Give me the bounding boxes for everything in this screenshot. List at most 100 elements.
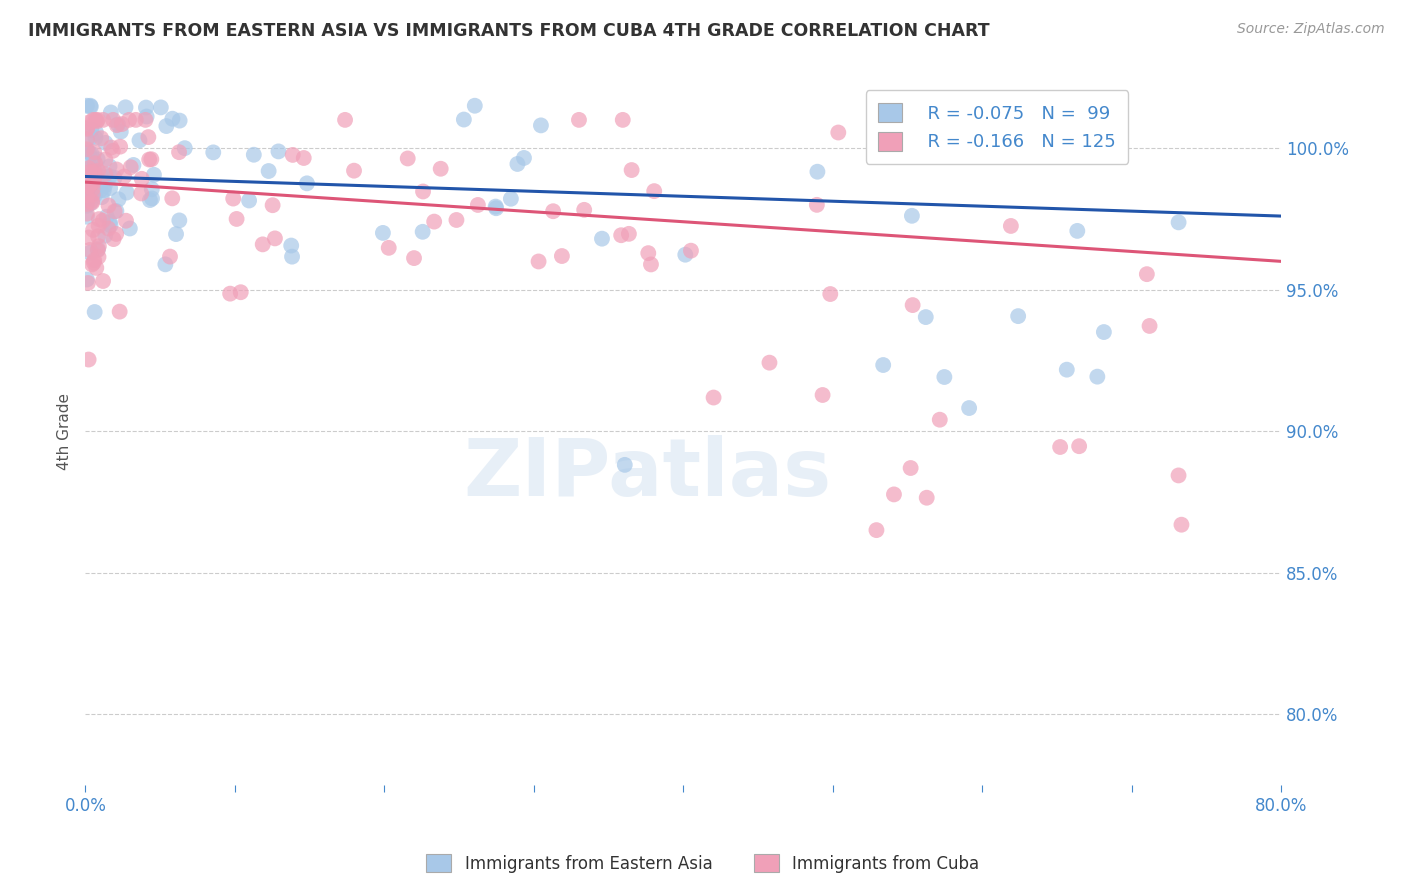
Point	[613, 458, 636, 472]
Point	[591, 232, 613, 246]
Point	[1139, 318, 1161, 333]
Point	[82, 223, 104, 237]
Point	[84, 164, 107, 178]
Point	[103, 232, 125, 246]
Point	[485, 201, 508, 215]
Point	[76, 188, 98, 202]
Point	[343, 163, 366, 178]
Point	[84, 156, 107, 170]
Point	[640, 257, 662, 271]
Point	[90, 190, 112, 204]
Point	[82, 153, 104, 167]
Text: ZIPatlas: ZIPatlas	[463, 434, 831, 513]
Point	[107, 117, 129, 131]
Point	[637, 246, 659, 260]
Point	[872, 358, 894, 372]
Point	[141, 182, 163, 196]
Point	[551, 249, 574, 263]
Point	[87, 242, 110, 256]
Point	[827, 126, 849, 140]
Point	[125, 112, 148, 127]
Point	[135, 101, 157, 115]
Point	[129, 186, 152, 201]
Point	[122, 158, 145, 172]
Point	[222, 192, 245, 206]
Point	[80, 130, 103, 145]
Point	[84, 125, 107, 139]
Point	[118, 112, 141, 127]
Point	[162, 112, 184, 126]
Point	[77, 179, 100, 194]
Point	[131, 171, 153, 186]
Point	[530, 119, 553, 133]
Point	[568, 112, 591, 127]
Point	[76, 197, 98, 211]
Point	[267, 145, 290, 159]
Point	[202, 145, 225, 160]
Point	[90, 169, 112, 184]
Point	[82, 195, 104, 210]
Point	[934, 370, 956, 384]
Point	[79, 115, 101, 129]
Point	[76, 121, 98, 136]
Point	[82, 187, 104, 202]
Point	[76, 194, 98, 209]
Point	[94, 153, 117, 167]
Point	[572, 202, 595, 217]
Point	[82, 182, 104, 196]
Point	[100, 105, 122, 120]
Point	[295, 177, 318, 191]
Point	[135, 110, 157, 124]
Point	[115, 213, 138, 227]
Point	[80, 100, 103, 114]
Point	[100, 219, 122, 233]
Point	[80, 176, 103, 190]
Point	[107, 192, 129, 206]
Point	[104, 204, 127, 219]
Point	[79, 243, 101, 257]
Point	[673, 248, 696, 262]
Point	[111, 117, 134, 131]
Point	[83, 255, 105, 269]
Point	[219, 286, 242, 301]
Point	[86, 114, 108, 128]
Point	[173, 141, 195, 155]
Point	[620, 163, 643, 178]
Point	[84, 260, 107, 275]
Point	[98, 181, 121, 195]
Point	[252, 237, 274, 252]
Text: IMMIGRANTS FROM EASTERN ASIA VS IMMIGRANTS FROM CUBA 4TH GRADE CORRELATION CHART: IMMIGRANTS FROM EASTERN ASIA VS IMMIGRAN…	[28, 22, 990, 40]
Point	[229, 285, 252, 300]
Point	[257, 164, 280, 178]
Point	[915, 491, 938, 505]
Point	[83, 253, 105, 268]
Point	[429, 161, 451, 176]
Point	[76, 170, 98, 185]
Point	[333, 112, 356, 127]
Point	[446, 213, 468, 227]
Point	[76, 199, 98, 213]
Text: Source: ZipAtlas.com: Source: ZipAtlas.com	[1237, 22, 1385, 37]
Point	[901, 209, 924, 223]
Point	[806, 198, 828, 212]
Legend:   R = -0.075   N =  99,   R = -0.166   N = 125: R = -0.075 N = 99, R = -0.166 N = 125	[866, 90, 1129, 164]
Point	[811, 388, 834, 402]
Point	[1092, 325, 1115, 339]
Point	[138, 153, 160, 167]
Point	[115, 186, 138, 200]
Y-axis label: 4th Grade: 4th Grade	[58, 392, 72, 469]
Point	[98, 169, 121, 184]
Point	[87, 250, 110, 264]
Point	[396, 152, 419, 166]
Point	[86, 153, 108, 167]
Point	[84, 168, 107, 182]
Point	[139, 193, 162, 207]
Point	[412, 225, 434, 239]
Point	[80, 146, 103, 161]
Point	[1056, 362, 1078, 376]
Point	[264, 231, 287, 245]
Point	[77, 352, 100, 367]
Point	[169, 213, 191, 227]
Point	[84, 186, 107, 200]
Point	[402, 251, 425, 265]
